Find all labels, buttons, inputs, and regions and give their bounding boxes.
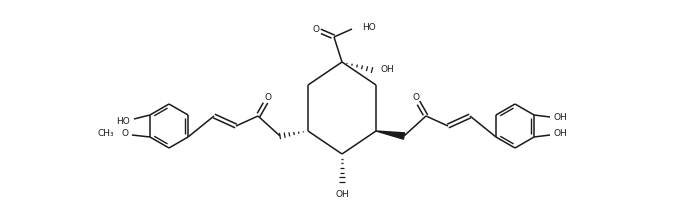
Text: OH: OH — [335, 190, 349, 199]
Text: CH₃: CH₃ — [97, 130, 114, 138]
Text: HO: HO — [362, 24, 376, 32]
Text: OH: OH — [553, 130, 566, 138]
Text: O: O — [312, 25, 319, 35]
Text: O: O — [264, 92, 271, 102]
Text: HO: HO — [116, 117, 130, 127]
Text: OH: OH — [553, 113, 566, 123]
Polygon shape — [376, 131, 405, 139]
Text: O: O — [412, 92, 419, 102]
Text: OH: OH — [381, 66, 395, 74]
Text: O: O — [122, 130, 129, 138]
